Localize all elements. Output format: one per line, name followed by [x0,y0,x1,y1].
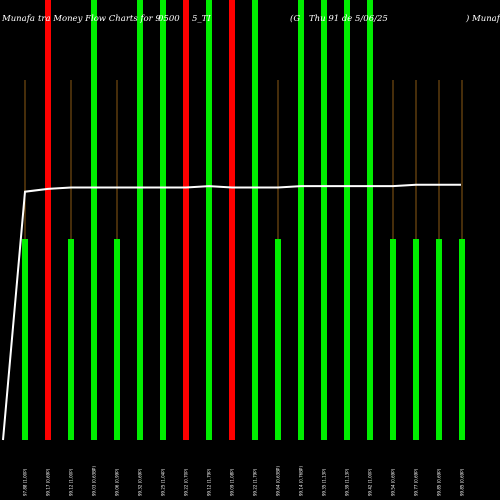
x-tick-label: 99.77 (0.69P) [414,468,419,496]
money-flow-bar [22,239,28,440]
x-tick-label: 99.85 (0.69P) [437,468,442,496]
money-flow-bar [344,0,350,440]
money-flow-bar [45,0,51,440]
money-flow-bar [252,0,258,440]
x-tick-labels: 97.88 (1.00P) 99.17 (0.69P) 99.12 (1.00P) 9… [23,466,465,496]
price-line [2,183,461,441]
x-tick-label: 99.85 (0.69P) [460,468,465,496]
chart-title: Munafa tra Money Flow Charts for 9 0500 … [1,13,500,24]
x-tick-label: 99.64 (0.63BP) [276,466,281,496]
title-date: Thu 91 de 5/06/25 [309,14,388,24]
money-flow-bar [91,0,97,440]
money-flow-bar [229,0,235,440]
x-tick-label: 99.12 (1.79P) [207,468,212,496]
money-flow-bar [321,0,327,440]
money-flow-bar [183,0,189,440]
money-flow-bar [459,239,465,440]
title-suffix: 5_TI [192,14,211,24]
title-mid: tra Money Flow Charts for 9 [38,14,161,24]
x-tick-label: 99.22 (1.79P) [253,468,258,496]
x-tick-label: 99.03 (0.63BP) [92,466,97,496]
money-flow-bar [114,239,120,440]
x-tick-label: 99.22 (0.70P) [184,468,189,496]
money-flow-bar [137,0,143,440]
x-tick-label: 99.06 (0.99P) [115,468,120,496]
x-tick-label: 99.32 (0.69P) [138,468,143,496]
money-flow-bar [160,0,166,440]
x-tick-label: 99.39 (1.13P) [345,468,350,496]
money-flow-bar [367,0,373,440]
money-flow-bar [413,239,419,440]
x-tick-label: 99.54 (0.69P) [391,468,396,496]
x-tick-label: 99.25 (1.04P) [161,468,166,496]
money-flow-bar [390,239,396,440]
money-flow-bar [275,239,281,440]
x-tick-label: 99.35 (1.13P) [322,468,327,496]
x-tick-label: 97.88 (1.00P) [23,468,28,496]
money-flow-bar [206,0,212,440]
title-right: (G [290,13,300,24]
title-code: 0500 [158,14,180,24]
money-flow-bar [68,239,74,440]
x-tick-label: 99.14 (0.76BP) [299,466,304,496]
x-tick-label: 99.09 (1.08P) [230,468,235,496]
money-flow-bar [298,0,304,440]
x-tick-label: 99.42 (1.00P) [368,468,373,496]
x-tick-label: 99.17 (0.69P) [46,468,51,496]
x-tick-label: 99.12 (1.00P) [69,468,74,496]
money-flow-bar [436,239,442,440]
title-left: Munafa [1,14,35,24]
title-end: ) Munafa [465,13,500,24]
money-flow-bars [22,0,465,440]
